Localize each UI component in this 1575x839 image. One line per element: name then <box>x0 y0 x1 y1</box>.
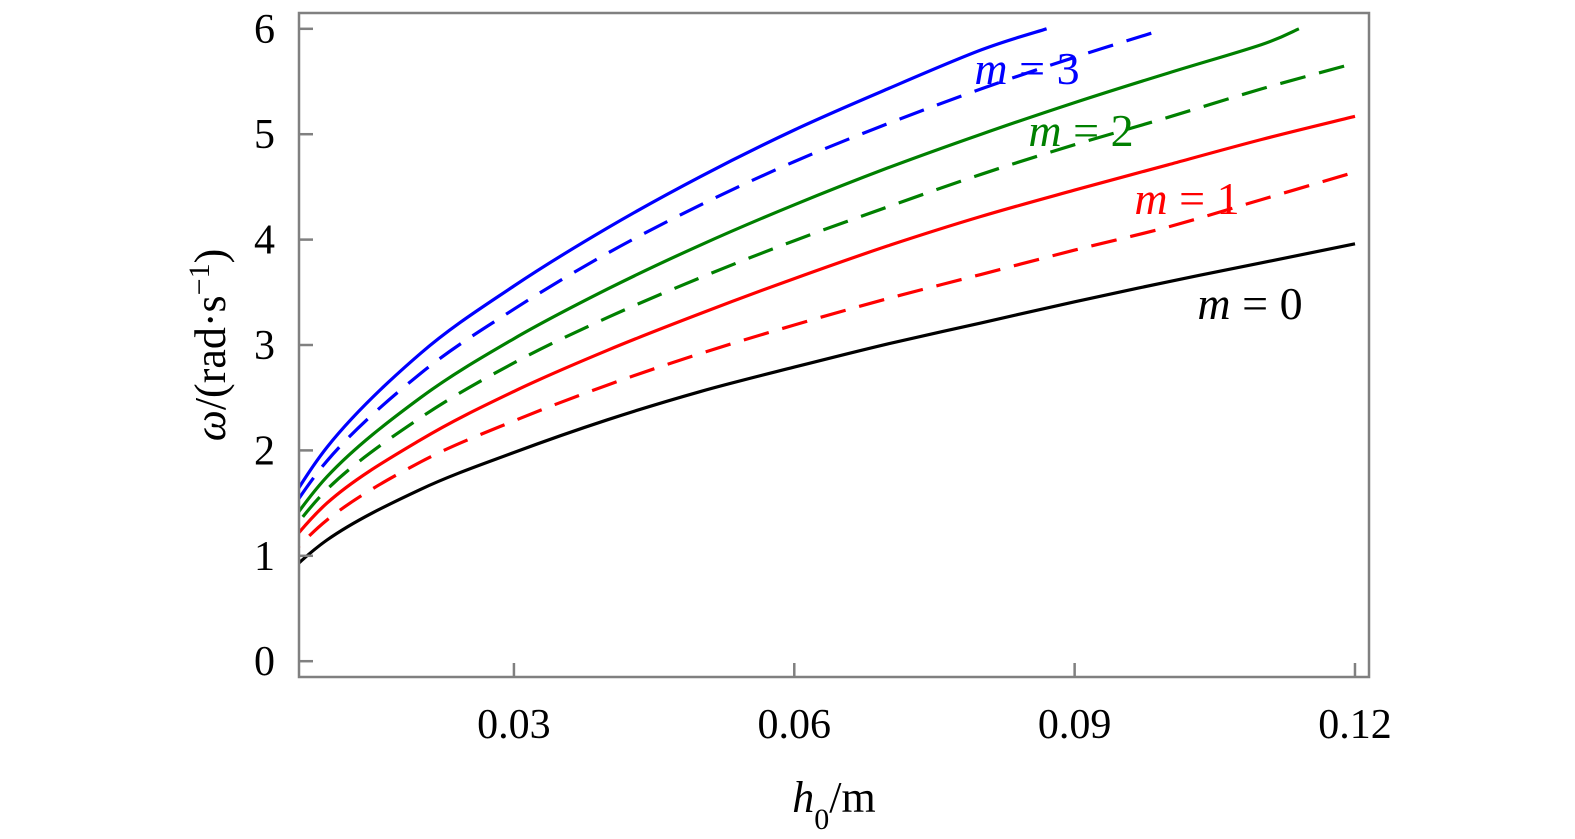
series-label: m = 1 <box>1134 173 1239 224</box>
series-line-4 <box>299 27 1300 515</box>
x-axis-label: h0/m <box>792 773 875 836</box>
x-tick-label: 0.06 <box>758 702 832 748</box>
x-tick-label: 0.09 <box>1038 702 1112 748</box>
y-tick-label: 4 <box>254 218 275 264</box>
tick-layer: 0 1 2 3 4 5 6 0.03 0.06 0.09 0.12 <box>254 7 1392 748</box>
y-tick-label: 5 <box>254 112 275 158</box>
x-tick-label: 0.12 <box>1318 702 1392 748</box>
series-line-2 <box>299 114 1356 536</box>
series-line-3 <box>299 64 1347 525</box>
series-label: m = 0 <box>1197 278 1302 329</box>
series-line-0 <box>299 242 1356 566</box>
y-tick-label: 6 <box>254 7 275 53</box>
x-tick-label: 0.03 <box>477 702 551 748</box>
series-line-5 <box>299 29 1160 502</box>
y-tick-label: 0 <box>254 639 275 685</box>
series-line-1 <box>299 170 1356 549</box>
y-tick-label: 1 <box>254 534 275 580</box>
y-axis-label: ω/(rad·s−1) <box>183 249 236 442</box>
y-tick-label: 2 <box>254 428 275 474</box>
series-line-6 <box>299 27 1048 491</box>
series-label: m = 3 <box>974 43 1079 94</box>
y-tick-label: 3 <box>254 323 275 369</box>
series-layer <box>299 27 1356 566</box>
series-label: m = 2 <box>1028 105 1133 156</box>
series-label-layer: m = 0 m = 1m = 2 m = 3 <box>974 43 1302 329</box>
